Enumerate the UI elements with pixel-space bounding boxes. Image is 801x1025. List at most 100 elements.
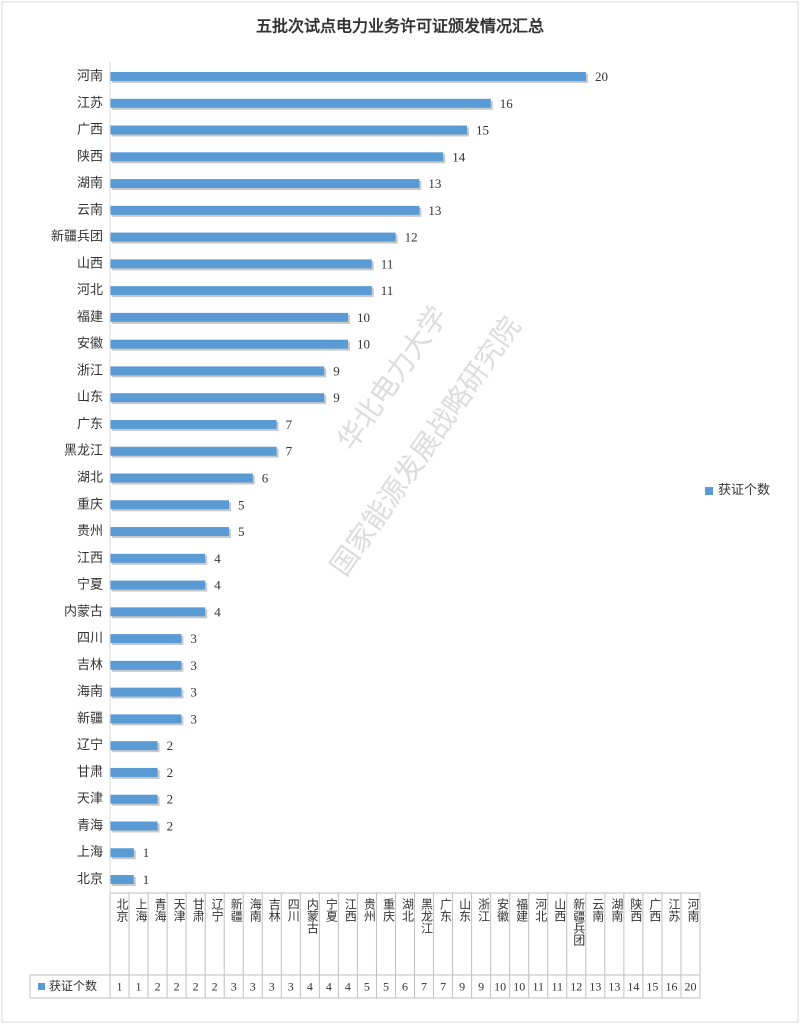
table-value: 1 [117, 979, 123, 993]
bar [110, 98, 491, 108]
data-label: 7 [286, 444, 293, 459]
y-tick-label: 江西 [77, 550, 103, 565]
table-value: 6 [402, 979, 408, 993]
table-value: 3 [288, 979, 294, 993]
table-value: 4 [345, 979, 351, 993]
bar [110, 473, 253, 483]
bar [110, 767, 158, 777]
data-label: 2 [167, 818, 174, 833]
data-label: 5 [238, 524, 245, 539]
table-value: 4 [307, 979, 313, 993]
data-label: 9 [333, 390, 340, 405]
bar [110, 794, 158, 804]
table-value: 10 [494, 979, 506, 993]
y-tick-label: 宁夏 [77, 577, 103, 592]
y-tick-label: 重庆 [77, 496, 103, 511]
table-category: 重庆 [381, 898, 396, 922]
data-label: 4 [214, 551, 221, 566]
bar [110, 179, 420, 189]
bar [110, 232, 396, 242]
y-tick-label: 甘肃 [77, 764, 103, 779]
table-category: 青海 [153, 898, 168, 922]
y-tick-label: 青海 [77, 817, 103, 832]
table-value: 10 [513, 979, 525, 993]
data-label: 4 [214, 578, 221, 593]
chart-title: 五批次试点电力业务许可证颁发情况汇总 [256, 17, 544, 36]
data-label: 3 [190, 711, 197, 726]
bar [110, 660, 182, 670]
bar [110, 714, 182, 724]
data-label: 13 [428, 203, 441, 218]
data-label: 16 [500, 96, 514, 111]
table-category: 内蒙古 [305, 898, 320, 934]
table-value: 1 [136, 979, 142, 993]
bar [110, 848, 134, 858]
y-tick-label: 河北 [77, 282, 103, 297]
table-category: 新疆 [229, 898, 244, 922]
bar [110, 634, 182, 644]
bar [110, 259, 372, 269]
bar [110, 607, 206, 617]
table-legend-label: 获证个数 [49, 978, 97, 993]
bar [110, 72, 586, 81]
y-tick-label: 山东 [77, 389, 103, 404]
bar [110, 339, 348, 349]
bar [110, 286, 372, 296]
legend-label: 获证个数 [718, 482, 770, 497]
data-label: 13 [428, 176, 441, 191]
table-value: 2 [155, 979, 161, 993]
table-value: 7 [421, 979, 427, 993]
table-value: 16 [665, 979, 677, 993]
data-label: 2 [167, 765, 174, 780]
y-tick-label: 新疆兵团 [51, 229, 103, 244]
y-tick-label: 上海 [77, 844, 103, 859]
table-category: 北京 [115, 898, 129, 922]
bar [110, 312, 348, 322]
y-tick-label: 浙江 [77, 362, 103, 377]
table-value: 13 [589, 979, 601, 993]
y-tick-label: 海南 [77, 684, 103, 699]
table-value: 20 [684, 979, 696, 993]
table-category: 四川 [286, 898, 301, 922]
y-tick-label: 广东 [77, 416, 103, 431]
table-category: 湖北 [400, 898, 415, 922]
y-tick-label: 福建 [77, 309, 103, 324]
bar [110, 419, 277, 429]
table-legend-swatch [38, 983, 45, 990]
table-value: 11 [532, 979, 544, 993]
table-category: 甘肃 [191, 898, 206, 922]
table-value: 13 [608, 979, 620, 993]
y-tick-label: 河南 [77, 68, 103, 83]
data-label: 11 [381, 256, 394, 271]
y-tick-label: 贵州 [77, 523, 103, 538]
data-label: 20 [595, 69, 608, 84]
bar [110, 687, 182, 697]
table-category: 新疆兵团 [571, 898, 586, 946]
data-label: 5 [238, 497, 245, 512]
data-label: 3 [190, 631, 197, 646]
bar [110, 366, 325, 376]
table-category: 江西 [343, 898, 358, 922]
bar [110, 393, 325, 403]
table-value: 3 [231, 979, 237, 993]
data-label: 14 [452, 149, 466, 164]
bar [110, 741, 158, 751]
y-tick-label: 江苏 [77, 95, 103, 110]
data-label: 7 [286, 417, 293, 432]
bar [110, 527, 229, 537]
y-tick-label: 安徽 [77, 336, 103, 351]
table-category: 宁夏 [324, 898, 339, 922]
table-value: 9 [478, 979, 484, 993]
table-value: 15 [646, 979, 658, 993]
data-label: 6 [262, 470, 269, 485]
y-tick-label: 陕西 [77, 148, 103, 163]
table-value: 14 [627, 979, 639, 993]
table-value: 9 [459, 979, 465, 993]
table-value: 3 [269, 979, 275, 993]
data-label: 4 [214, 604, 221, 619]
y-tick-label: 辽宁 [77, 737, 103, 752]
table-category: 河南 [685, 898, 700, 922]
